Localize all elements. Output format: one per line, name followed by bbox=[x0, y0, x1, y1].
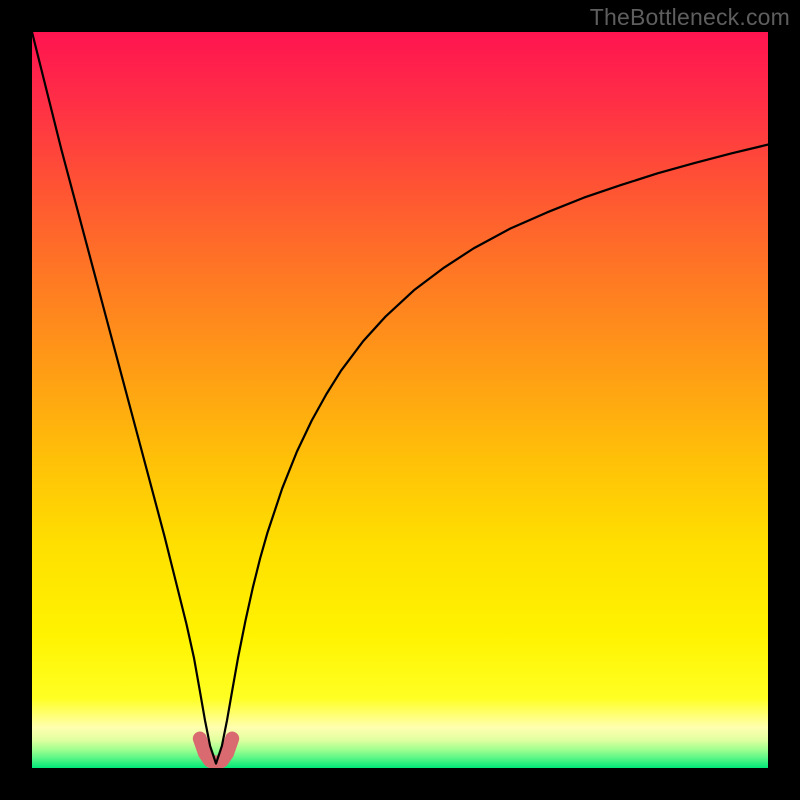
watermark-text: TheBottleneck.com bbox=[590, 4, 790, 31]
plot-area bbox=[32, 32, 768, 768]
chart-container: TheBottleneck.com bbox=[0, 0, 800, 800]
gradient-background bbox=[32, 32, 768, 768]
plot-svg bbox=[32, 32, 768, 768]
